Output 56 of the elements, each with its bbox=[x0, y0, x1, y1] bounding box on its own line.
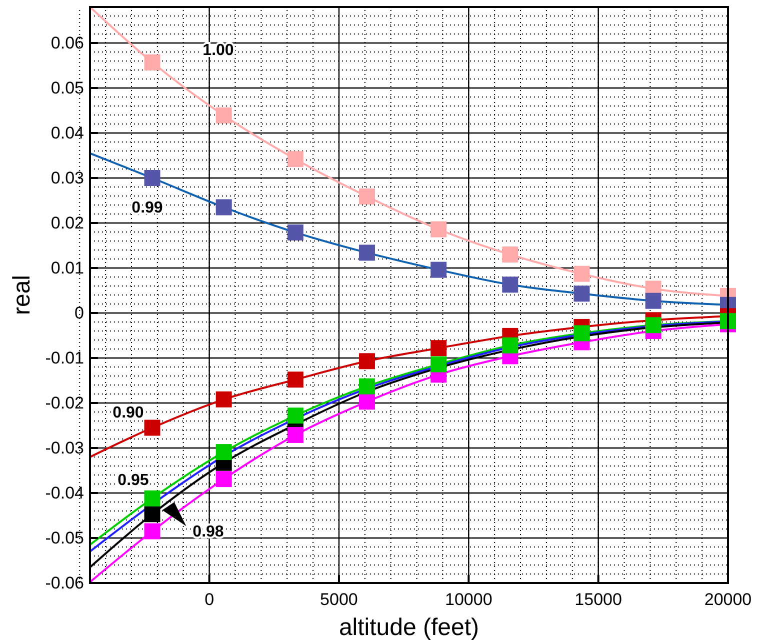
point bbox=[502, 246, 518, 262]
point bbox=[502, 276, 518, 293]
series-label: 0.99 bbox=[132, 200, 163, 216]
point bbox=[358, 188, 375, 204]
point bbox=[358, 353, 375, 370]
point bbox=[430, 221, 447, 238]
y-tick-label: 0.04 bbox=[50, 124, 84, 142]
point bbox=[144, 523, 160, 540]
y-tick-label: 0 bbox=[74, 304, 84, 322]
point bbox=[430, 356, 447, 372]
point bbox=[502, 337, 518, 354]
y-tick-label: -0.01 bbox=[45, 348, 84, 368]
y-tick-label: 0.05 bbox=[50, 78, 84, 98]
point bbox=[144, 170, 160, 186]
y-tick-label: 0.03 bbox=[50, 168, 84, 188]
point bbox=[287, 408, 304, 424]
point bbox=[645, 292, 662, 309]
point bbox=[358, 378, 375, 394]
point bbox=[144, 54, 160, 70]
x-tick-label: 10000 bbox=[445, 590, 492, 609]
point bbox=[144, 506, 160, 522]
x-tick-label: 5000 bbox=[320, 590, 358, 609]
point bbox=[358, 244, 375, 261]
series-label: 0.95 bbox=[118, 472, 149, 489]
point bbox=[574, 266, 590, 282]
y-tick-label: -0.03 bbox=[45, 438, 84, 458]
point bbox=[287, 426, 304, 443]
point bbox=[144, 490, 160, 506]
x-axis-title: altitude (feet) bbox=[338, 614, 480, 641]
point bbox=[216, 444, 232, 460]
series-label: 0.90 bbox=[112, 404, 144, 422]
y-tick-label: -0.06 bbox=[45, 574, 84, 592]
point bbox=[216, 107, 232, 124]
point bbox=[287, 224, 304, 240]
point bbox=[430, 262, 447, 278]
point bbox=[645, 317, 662, 334]
point bbox=[216, 471, 232, 488]
x-tick-label: 0 bbox=[204, 590, 214, 609]
point bbox=[574, 286, 590, 302]
point bbox=[144, 420, 160, 436]
y-tick-label: 0.01 bbox=[50, 258, 84, 278]
point bbox=[216, 391, 232, 408]
y-tick-label: 0.06 bbox=[50, 34, 84, 52]
point bbox=[430, 340, 447, 356]
point bbox=[216, 199, 232, 216]
y-tick-label: -0.05 bbox=[45, 528, 84, 548]
y-axis-title: real bbox=[8, 274, 36, 316]
x-tick-label: 20000 bbox=[704, 590, 752, 609]
point bbox=[287, 151, 304, 168]
x-tick-label: 15000 bbox=[574, 590, 622, 609]
y-tick-label: -0.02 bbox=[45, 394, 84, 412]
y-tick-label: -0.04 bbox=[45, 484, 84, 502]
point bbox=[574, 325, 590, 342]
point bbox=[358, 394, 375, 410]
point bbox=[287, 372, 304, 388]
y-tick-label: 0.02 bbox=[50, 214, 84, 232]
